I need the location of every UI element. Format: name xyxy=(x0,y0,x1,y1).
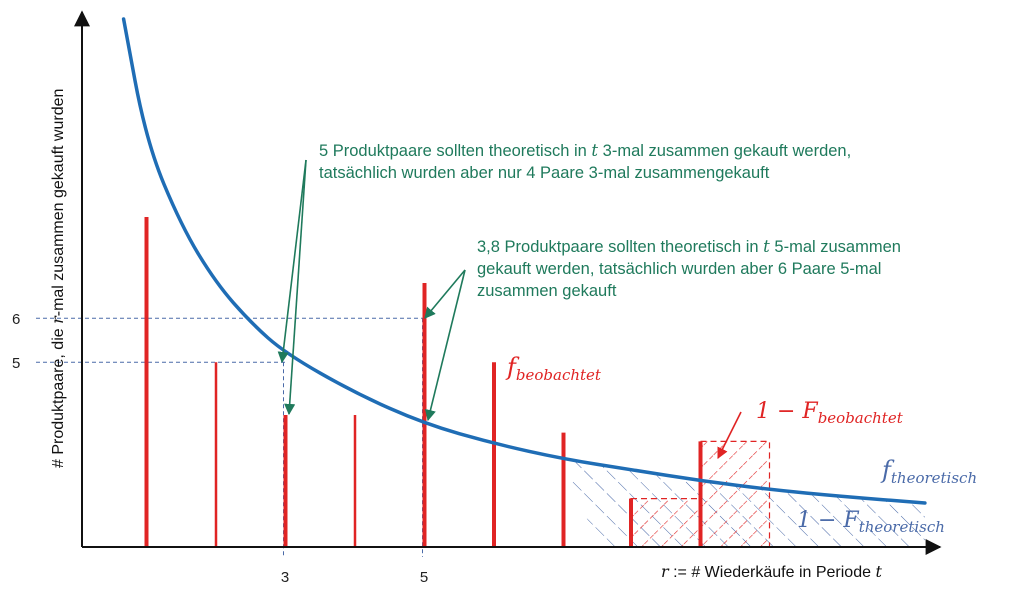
f-observed-tail-arrow xyxy=(717,411,742,460)
observed-tail-box-1 xyxy=(630,498,701,548)
f-observed-label: fbeobachtet xyxy=(505,353,602,384)
F-theoretical-base: 1 − F xyxy=(797,508,859,533)
x-axis-label-mid: := # Wiederkäufe in Periode xyxy=(669,564,876,581)
annotation-2-line-2: gekauft werden, tatsächlich wurden aber … xyxy=(477,260,882,278)
f-observed-sub: beobachtet xyxy=(516,366,602,384)
x-tick-3: 3 xyxy=(281,569,289,586)
x-axis-label-r: r xyxy=(661,562,670,581)
annotation-1: 5 Produktpaare sollten theoretisch in t … xyxy=(319,140,959,184)
annotation-arrow-2a xyxy=(424,269,466,319)
annotation-2: 3,8 Produktpaare sollten theoretisch in … xyxy=(477,236,997,302)
y-tick-6: 6 xyxy=(12,311,20,328)
y-axis-label-b: -mal zusammen gekauft wurden xyxy=(50,89,67,317)
annotation-2-line-1: 3,8 Produktpaare sollten theoretisch in … xyxy=(477,237,901,256)
annotation-arrow-2b xyxy=(424,269,466,422)
y-axis-label-r: r xyxy=(48,315,67,324)
F-theoretical-label: 1 − Ftheoretisch xyxy=(797,508,945,536)
f-theoretical-sub: theoretisch xyxy=(891,469,977,487)
F-theoretical-sub: theoretisch xyxy=(859,518,945,536)
annotation-arrow-1a xyxy=(277,159,307,364)
annotation-2-line-3: zusammen gekauft xyxy=(477,282,617,300)
observed-bars xyxy=(144,217,566,547)
observed-tail-group xyxy=(629,440,771,548)
F-observed-sub: beobachtet xyxy=(818,409,904,427)
y-tick-5: 5 xyxy=(12,355,20,372)
f-theoretical-label: ftheoretisch xyxy=(880,456,977,487)
annotation-arrow-1b xyxy=(284,159,307,416)
annotation-1-line-1: 5 Produktpaare sollten theoretisch in t … xyxy=(319,141,852,160)
y-axis-label-a: # Produktpaare, die xyxy=(50,324,67,468)
x-axis-label: r := # Wiederkäufe in Periode t xyxy=(661,562,882,581)
x-axis-label-t: t xyxy=(875,562,882,581)
theoretical-curve xyxy=(121,17,927,505)
F-observed-label: 1 − Fbeobachtet xyxy=(756,399,904,427)
observed-tail-box-2 xyxy=(699,440,771,548)
F-observed-base: 1 − F xyxy=(756,399,818,424)
annotation-1-line-2: tatsächlich wurden aber nur 4 Paare 3-ma… xyxy=(319,164,770,182)
y-axis-label: # Produktpaare, die r-mal zusammen gekau… xyxy=(48,89,67,468)
guide-lines xyxy=(36,317,425,557)
x-tick-5: 5 xyxy=(420,569,428,586)
